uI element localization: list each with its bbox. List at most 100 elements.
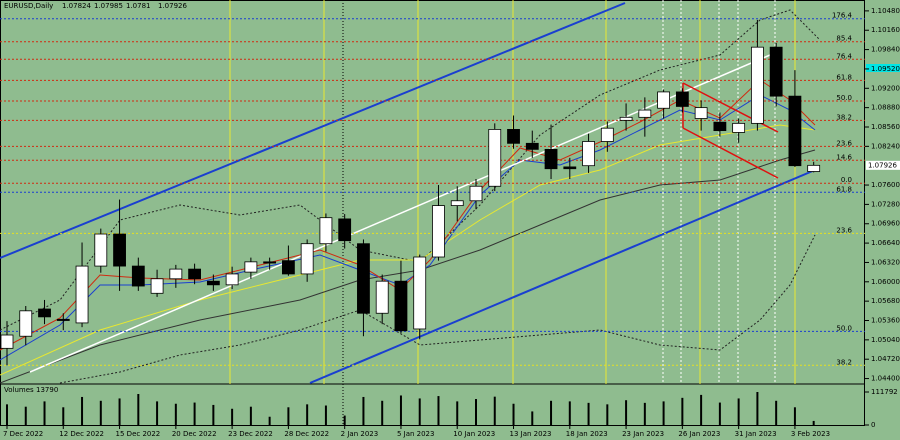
fib-label: 14.6 (836, 153, 852, 161)
candle-body (394, 280, 408, 332)
fib-label: 76.4 (836, 52, 852, 60)
candle-body (113, 233, 126, 267)
x-tick-label: 23 Dec 2022 (228, 430, 273, 438)
candle-body (375, 280, 389, 314)
candle-body (582, 141, 595, 167)
plot-frame (0, 0, 865, 426)
candle-body (263, 261, 277, 264)
candle-body (131, 265, 145, 287)
candle-body (675, 91, 689, 107)
x-tick-label: 20 Dec 2022 (172, 430, 217, 438)
fib-label: 38.2 (836, 358, 852, 366)
x-tick-label: 2 Jan 2023 (341, 430, 379, 438)
candle-body (432, 205, 445, 258)
y-tick-label: 1.10480 (871, 7, 900, 15)
channel-upper (0, 2, 626, 259)
x-tick-label: 5 Jan 2023 (397, 430, 435, 438)
x-tick-label: 23 Jan 2023 (622, 430, 664, 438)
candle-body (319, 217, 333, 245)
candle-body (188, 268, 202, 280)
fib-label: 50.0 (836, 94, 852, 102)
y-tick-label: 1.10160 (871, 26, 900, 34)
channel-lower (309, 169, 816, 384)
x-tick-label: 18 Jan 2023 (566, 430, 608, 438)
candle-body (300, 243, 314, 275)
ma-red (0, 79, 816, 351)
candle-body (600, 127, 614, 142)
x-tick-label: 28 Dec 2022 (284, 430, 329, 438)
fib-label: 61.8 (836, 73, 852, 81)
x-tick-label: 3 Feb 2023 (791, 430, 830, 438)
y-tick-label: 1.09520 (871, 65, 900, 73)
y-tick-label: 1.04400 (871, 375, 900, 383)
candle-body (507, 129, 520, 144)
candle-body (751, 46, 764, 124)
y-tick-label: 1.06320 (871, 258, 900, 266)
current-price: 1.07926 (868, 161, 897, 169)
candle-body (19, 310, 33, 337)
volume-current: 13790 (36, 386, 58, 394)
indicators (0, 2, 821, 384)
fib-label: 0.0 (841, 176, 852, 184)
candle-body (169, 268, 183, 280)
x-tick-label: 12 Dec 2022 (59, 430, 104, 438)
ma-blue (0, 94, 816, 361)
candle-body (807, 164, 821, 172)
candle-body (469, 185, 483, 202)
candle-body (488, 129, 502, 187)
fib-label: 23.6 (836, 226, 852, 234)
candle-body (788, 95, 802, 167)
candle-body (281, 260, 295, 275)
candle-body (657, 91, 670, 109)
y-tick-label: 1.08560 (871, 123, 900, 131)
candle-body (244, 261, 258, 273)
verticals (229, 0, 796, 426)
candle-body (413, 256, 427, 330)
y-tick-label: 1.05360 (871, 317, 900, 325)
candle-body (525, 142, 539, 150)
volume-tick-label: 0 (871, 421, 875, 429)
header-high: 1.07985 (94, 2, 123, 10)
fib-label: 176.4 (832, 12, 853, 20)
price-box (866, 160, 900, 170)
y-tick-label: 1.06000 (871, 278, 900, 286)
header-open: 1.07824 (62, 2, 91, 10)
y-tick-label: 1.08240 (871, 142, 900, 150)
candle-body (357, 243, 370, 314)
y-tick-label: 1.07280 (871, 200, 900, 208)
candle-body (56, 318, 70, 321)
fib-label: 38.2 (836, 113, 852, 121)
candle-body (769, 46, 783, 97)
candle-body (38, 308, 51, 318)
candle-body (225, 273, 239, 286)
volume-label: Volumes (4, 386, 34, 394)
price-marker (866, 64, 900, 72)
fib-label: 23.6 (836, 139, 852, 147)
fib-label: 50.0 (836, 324, 852, 332)
candle-body (694, 107, 708, 119)
flag-line (682, 127, 779, 179)
y-tick-label: 1.05040 (871, 336, 900, 344)
y-tick-label: 1.06960 (871, 220, 900, 228)
header-low: 1.0781 (126, 2, 151, 10)
y-tick-label: 1.07600 (871, 181, 900, 189)
trend-line (29, 54, 771, 373)
y-tick-label: 1.08880 (871, 104, 900, 112)
x-tick-label: 7 Dec 2022 (3, 430, 43, 438)
fib-label: 61.8 (836, 185, 852, 193)
volume-tick-label: 111792 (871, 388, 898, 396)
y-tick-label: 1.09200 (871, 84, 900, 92)
candle-body (0, 334, 14, 349)
candle-body (450, 200, 464, 207)
candle-body (563, 166, 577, 170)
x-tick-label: 26 Jan 2023 (678, 430, 720, 438)
candle-body (544, 148, 558, 170)
candle-body (638, 109, 652, 118)
bollinger-upper (0, 9, 821, 331)
flag-line (682, 82, 779, 133)
candle-body (713, 121, 727, 132)
candle-body (619, 116, 633, 121)
y-tick-label: 1.06640 (871, 239, 900, 247)
